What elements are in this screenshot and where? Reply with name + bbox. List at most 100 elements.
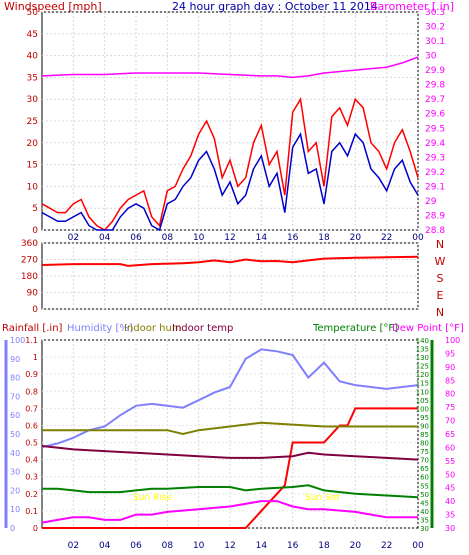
humidity-tick-label: 50 [10,430,20,439]
direction-tick-label: 180 [21,272,38,282]
x-tick-label: 18 [318,233,330,243]
temperature-tick-label: 110 [416,388,429,396]
dew-point-tick-label: 60 [445,443,455,452]
barometer-tick-label: 29.2 [425,168,445,178]
barometer-tick-label: 29 [425,197,437,207]
x-tick-label: 20 [350,541,362,551]
x-tick-label: 10 [193,541,205,551]
indoor-temp-label: Indoor temp [172,323,233,334]
temperature-tick-label: 55 [420,482,429,490]
x-tick-label: 02 [68,541,79,551]
barometer-tick-label: 29.9 [425,66,445,76]
temperature-tick-label: 80 [420,440,429,448]
dew-point-tick-label: 45 [445,484,455,493]
direction-tick-label: 0 [32,305,38,315]
dew-point-tick-label: 55 [445,457,455,466]
windspeed-axis-ticks: 0 5 10 15 20 25 30 35 40 45 50 [27,8,39,236]
temperature-tick-label: 65 [420,465,429,473]
rainfall-tick-label: 0.5 [25,439,38,448]
windspeed-tick-label: 45 [27,30,38,40]
series-line [42,407,418,529]
humidity-tick-label: 20 [10,486,20,495]
humidity-tick-label: 60 [10,411,20,420]
humidity-tick-label: 30 [10,468,20,477]
rainfall-tick-label: 1 [33,353,38,362]
dew-point-tick-label: 100 [445,336,460,345]
temperature-tick-label: 60 [420,474,429,482]
windspeed-tick-label: 20 [27,139,39,149]
temperature-tick-label: 30 [420,525,429,533]
temperature-tick-label: 40 [420,508,429,516]
dew-point-tick-label: 30 [445,524,455,533]
temperature-tick-label: 70 [420,457,429,465]
x-tick-label: 16 [287,541,299,551]
temperature-tick-label: 130 [416,354,429,362]
series-line [41,500,418,524]
temperature-tick-label: 100 [416,405,429,413]
indoor-hum-label: Indoor hum [124,323,182,334]
chart-title: 24 hour graph day : October 11 2014 [172,0,378,13]
temperature-axis-label: Temperature [°F] [312,323,398,334]
barometer-tick-label: 29.5 [425,124,445,134]
windspeed-tick-label: 30 [27,95,39,105]
temperature-tick-label: 50 [420,491,429,499]
dew-point-tick-label: 90 [445,363,455,372]
rainfall-tick-label: 0.3 [25,473,38,482]
temperature-tick-label: 35 [420,516,429,524]
barometer-tick-label: 28.8 [425,226,445,236]
humidity-axis-label: Humidity [%] [67,323,133,334]
dew-point-tick-label: 50 [445,470,455,479]
compass-letter: E [437,289,444,302]
dew-point-tick-label: 75 [445,403,455,412]
x-tick-label: 14 [256,541,268,551]
temperature-tick-label: 120 [416,371,429,379]
dew-point-tick-label: 95 [445,349,455,358]
hour-axis-ticks: 02 02 04 04 06 06 08 08 10 10 12 12 14 14 16 16 18 18 20 20… [68,233,424,551]
x-tick-label: 04 [99,233,111,243]
barometer-tick-label: 30.1 [425,37,445,47]
windspeed-tick-label: 5 [32,204,38,214]
x-tick-label: 04 [99,541,111,551]
direction-tick-label: 360 [21,239,38,249]
barometer-tick-label: 29.7 [425,95,445,105]
x-tick-label: 20 [350,233,362,243]
x-tick-label: 06 [130,541,142,551]
dew-point-tick-label: 85 [445,376,455,385]
temperature-tick-label: 115 [416,380,429,388]
barometer-tick-label: 30 [425,52,437,62]
barometer-tick-label: 30.2 [425,23,445,33]
x-tick-label: 14 [256,233,268,243]
climate-panel-lines [41,348,419,529]
rainfall-tick-label: 0.8 [25,387,38,396]
dew-point-tick-label: 70 [445,417,455,426]
x-tick-label: 12 [224,541,235,551]
wind-panel-grid [42,11,419,231]
compass-letter: W [435,255,446,268]
rainfall-tick-label: 1.1 [25,336,38,345]
dew-point-tick-label: 40 [445,497,455,506]
compass-letter: N [436,238,444,251]
climate-panel-axes: 0 0.1 0.2 0.3 0.4 0.5 0.6 0.7 0.8 0.9 1 1.1 0 10 20 30 4… [4,336,460,533]
dew-point-axis-label: Dew Point [°F] [392,323,464,334]
series-line [41,255,419,267]
windspeed-tick-label: 10 [27,182,39,192]
temperature-tick-label: 125 [416,363,429,371]
x-tick-label: 12 [224,233,235,243]
series-line [41,348,419,449]
sun-rise-annotation: Sun Rise [133,493,172,503]
dew-point-tick-label: 65 [445,430,455,439]
windspeed-tick-label: 40 [27,52,39,62]
rainfall-tick-label: 0.9 [25,370,38,379]
temperature-tick-label: 140 [416,337,429,345]
sun-set-annotation: Sun Set [305,493,340,503]
barometer-tick-label: 29.1 [425,182,445,192]
windspeed-tick-label: 15 [27,161,38,171]
temperature-tick-label: 105 [416,397,429,405]
x-tick-label: 18 [318,541,330,551]
humidity-tick-label: 10 [10,505,20,514]
x-tick-label: 08 [162,541,174,551]
barometer-tick-label: 29.8 [425,81,445,91]
humidity-tick-label: 80 [10,374,20,383]
